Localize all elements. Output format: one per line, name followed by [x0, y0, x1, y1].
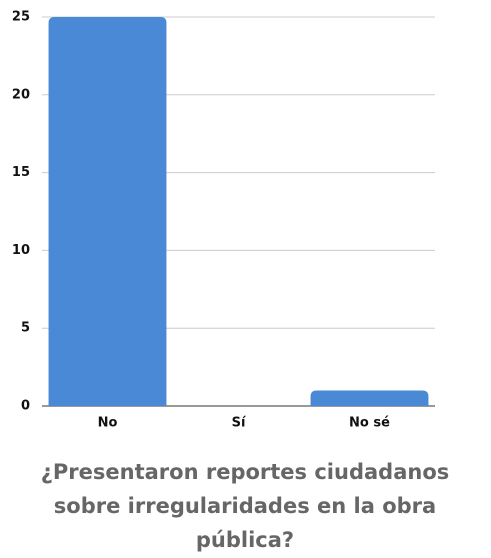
- x-tick-label: Sí: [232, 416, 247, 431]
- bar: [310, 390, 429, 406]
- y-tick-label: 0: [21, 399, 30, 414]
- x-tick-label: No sé: [349, 416, 390, 431]
- y-tick-label: 15: [12, 165, 30, 180]
- x-tick-label: No: [98, 416, 118, 431]
- y-tick-label: 5: [21, 321, 30, 336]
- y-tick-label: 25: [12, 10, 30, 25]
- chart: 0 5 10 15 20 25 No Sí No sé: [12, 10, 435, 431]
- chart-title: ¿Presentaron reportes ciudadanos sobre i…: [40, 460, 450, 552]
- bar: [48, 17, 167, 406]
- y-tick-label: 10: [12, 243, 30, 258]
- y-tick-label: 20: [12, 87, 30, 102]
